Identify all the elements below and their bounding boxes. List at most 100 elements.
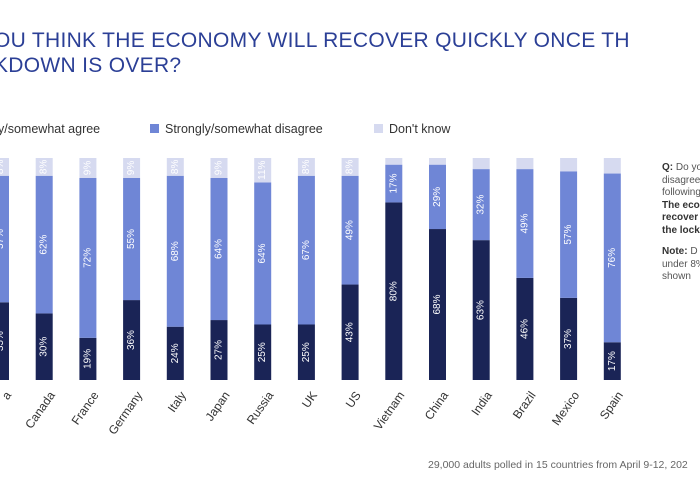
bar-russia-strongly-somewhat-agree bbox=[254, 324, 272, 380]
bar-italy-strongly-somewhat-agree bbox=[166, 326, 184, 380]
bar-us-strongly-somewhat-agree bbox=[341, 284, 359, 380]
bar-brazil-strongly-somewhat-disagree bbox=[516, 169, 534, 278]
bar-label-china-strongly-somewhat-agree: 68% bbox=[432, 294, 443, 314]
bar-label-us-strongly-somewhat-agree: 43% bbox=[345, 322, 356, 342]
category-label-italy: Italy bbox=[165, 389, 189, 415]
legend-label-disagree: Strongly/somewhat disagree bbox=[165, 122, 323, 136]
bar-label-spain-strongly-somewhat-agree: 17% bbox=[607, 351, 618, 371]
bar-a-strongly-somewhat-disagree bbox=[0, 175, 9, 303]
bar-label-canada-don-t-know: 8% bbox=[39, 160, 50, 175]
legend-label-agree: y/somewhat agree bbox=[0, 122, 101, 136]
bar-mexico-strongly-somewhat-disagree bbox=[560, 171, 578, 298]
bar-uk-strongly-somewhat-agree bbox=[297, 324, 315, 380]
bar-label-france-strongly-somewhat-disagree: 72% bbox=[82, 248, 93, 268]
bar-mexico-don-t-know bbox=[560, 158, 578, 172]
bar-mexico-strongly-somewhat-agree bbox=[560, 297, 578, 380]
legend: y/somewhat agree Strongly/somewhat disag… bbox=[0, 122, 560, 142]
category-label-mexico: Mexico bbox=[549, 388, 582, 427]
category-label-france: France bbox=[69, 388, 102, 427]
bar-label-france-don-t-know: 9% bbox=[82, 161, 93, 176]
side-question-text-2: disagree bbox=[662, 174, 700, 186]
legend-item-disagree: Strongly/somewhat disagree bbox=[150, 122, 323, 136]
bar-label-mexico-strongly-somewhat-agree: 37% bbox=[563, 329, 574, 349]
bar-france-strongly-somewhat-agree bbox=[79, 337, 97, 380]
bar-label-italy-strongly-somewhat-disagree: 68% bbox=[170, 241, 181, 261]
bar-label-germany-don-t-know: 9% bbox=[126, 161, 137, 176]
bar-label-russia-strongly-somewhat-disagree: 64% bbox=[257, 243, 268, 263]
bar-china-don-t-know bbox=[429, 158, 446, 165]
bar-label-brazil-strongly-somewhat-agree: 46% bbox=[519, 319, 530, 339]
side-question-label: Q: bbox=[662, 162, 674, 173]
bar-label-brazil-strongly-somewhat-disagree: 49% bbox=[519, 213, 530, 233]
category-label-china: China bbox=[422, 388, 452, 422]
bar-us-strongly-somewhat-disagree bbox=[341, 175, 359, 285]
bar-spain-don-t-know bbox=[603, 158, 621, 174]
bar-vietnam-don-t-know bbox=[385, 158, 403, 165]
bar-label-india-strongly-somewhat-agree: 63% bbox=[476, 300, 487, 320]
bar-japan-don-t-know bbox=[210, 158, 228, 178]
chart-title-line-1: OU THINK THE ECONOMY WILL RECOVER QUICKL… bbox=[0, 29, 630, 52]
bar-label-uk-strongly-somewhat-agree: 25% bbox=[301, 342, 312, 362]
bar-label-a-strongly-somewhat-agree: 35% bbox=[0, 331, 6, 351]
bar-canada-don-t-know bbox=[35, 158, 53, 176]
bar-label-us-strongly-somewhat-disagree: 49% bbox=[345, 220, 356, 240]
category-label-a: a bbox=[0, 388, 14, 402]
bar-label-france-strongly-somewhat-agree: 19% bbox=[82, 349, 93, 369]
bar-label-a-strongly-somewhat-disagree: 57% bbox=[0, 229, 6, 249]
side-note-label: Note: bbox=[662, 246, 688, 257]
bar-label-canada-strongly-somewhat-agree: 30% bbox=[39, 337, 50, 357]
bar-a-don-t-know bbox=[0, 158, 9, 176]
bar-label-russia-strongly-somewhat-agree: 25% bbox=[257, 342, 268, 362]
footnote: 29,000 adults polled in 15 countries fro… bbox=[428, 459, 688, 471]
bar-india-strongly-somewhat-disagree bbox=[472, 169, 490, 241]
bar-india-strongly-somewhat-agree bbox=[472, 240, 490, 380]
bar-brazil-don-t-know bbox=[516, 158, 534, 170]
bar-vietnam-strongly-somewhat-disagree bbox=[385, 164, 403, 203]
chart-title-line-2: KDOWN IS OVER? bbox=[0, 54, 182, 77]
category-label-canada: Canada bbox=[22, 388, 58, 431]
side-question-bold-2: recover bbox=[662, 212, 699, 223]
bar-italy-strongly-somewhat-disagree bbox=[166, 175, 184, 327]
bar-label-china-strongly-somewhat-disagree: 29% bbox=[432, 187, 443, 207]
bar-uk-don-t-know bbox=[297, 158, 315, 176]
bar-label-italy-strongly-somewhat-agree: 24% bbox=[170, 343, 181, 363]
side-note-text-2: under 8% bbox=[662, 258, 700, 270]
category-label-russia: Russia bbox=[244, 388, 277, 426]
bar-label-india-strongly-somewhat-disagree: 32% bbox=[476, 195, 487, 215]
bar-label-japan-strongly-somewhat-disagree: 64% bbox=[214, 239, 225, 259]
bar-china-strongly-somewhat-agree bbox=[429, 229, 446, 380]
category-label-vietnam: Vietnam bbox=[371, 389, 408, 433]
legend-swatch-disagree bbox=[150, 124, 159, 133]
bar-spain-strongly-somewhat-agree bbox=[603, 342, 621, 380]
bar-vietnam-strongly-somewhat-agree bbox=[385, 202, 403, 380]
bar-label-germany-strongly-somewhat-agree: 36% bbox=[126, 330, 137, 350]
bar-a-strongly-somewhat-agree bbox=[0, 302, 9, 380]
bar-label-a-don-t-know: 8% bbox=[0, 160, 6, 175]
side-note: Q: Do yo disagree following The eco reco… bbox=[662, 162, 700, 293]
side-note-text: Note: D under 8% shown bbox=[662, 246, 700, 284]
bar-label-vietnam-strongly-somewhat-agree: 80% bbox=[388, 281, 399, 301]
side-question-bold-3: the lock bbox=[662, 224, 700, 236]
bar-label-uk-don-t-know: 8% bbox=[301, 160, 312, 175]
bar-spain-strongly-somewhat-disagree bbox=[603, 173, 621, 343]
bar-brazil-strongly-somewhat-agree bbox=[516, 277, 534, 380]
category-label-spain: Spain bbox=[597, 389, 626, 422]
side-question-text-1: Do yo bbox=[675, 162, 700, 173]
legend-item-agree: y/somewhat agree bbox=[0, 122, 100, 136]
side-note-text-1: D bbox=[690, 246, 698, 257]
bar-france-don-t-know bbox=[79, 158, 97, 178]
bar-label-canada-strongly-somewhat-disagree: 62% bbox=[39, 234, 50, 254]
bar-label-germany-strongly-somewhat-disagree: 55% bbox=[126, 229, 137, 249]
bar-label-mexico-strongly-somewhat-disagree: 57% bbox=[563, 224, 574, 244]
side-question-bold-1: The eco bbox=[662, 199, 700, 211]
bar-canada-strongly-somewhat-disagree bbox=[35, 175, 53, 314]
legend-label-dont-know: Don't know bbox=[389, 122, 451, 136]
category-label-japan: Japan bbox=[202, 389, 232, 424]
legend-item-dont-know: Don't know bbox=[374, 122, 450, 136]
bar-france-strongly-somewhat-disagree bbox=[79, 177, 97, 338]
category-label-us: US bbox=[343, 389, 364, 411]
bar-china-strongly-somewhat-disagree bbox=[429, 164, 446, 230]
bar-germany-strongly-somewhat-agree bbox=[123, 300, 141, 380]
side-question-text-3: following bbox=[662, 187, 700, 198]
